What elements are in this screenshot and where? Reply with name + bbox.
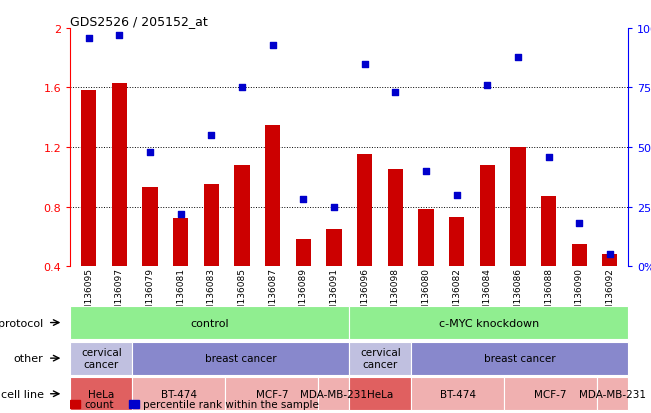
Point [114, 33, 124, 39]
Point [145, 149, 155, 156]
Bar [81, 91, 96, 266]
Text: control: control [191, 318, 229, 328]
FancyBboxPatch shape [132, 342, 349, 375]
Bar [480, 166, 495, 266]
FancyBboxPatch shape [70, 306, 349, 339]
Point [482, 83, 492, 89]
FancyBboxPatch shape [132, 377, 225, 410]
Text: BT-474: BT-474 [161, 389, 197, 399]
Bar [70, 400, 80, 408]
FancyBboxPatch shape [349, 306, 628, 339]
Bar [510, 148, 525, 266]
Bar [357, 155, 372, 266]
FancyBboxPatch shape [505, 377, 597, 410]
Text: protocol: protocol [0, 318, 44, 328]
Point [390, 90, 400, 96]
FancyBboxPatch shape [318, 377, 349, 410]
FancyBboxPatch shape [349, 377, 411, 410]
Text: HeLa: HeLa [88, 389, 115, 399]
Bar [265, 126, 281, 266]
Point [83, 35, 94, 42]
Point [605, 251, 615, 258]
Text: cell line: cell line [1, 389, 44, 399]
Text: cervical
cancer: cervical cancer [360, 347, 400, 369]
Bar [234, 166, 249, 266]
Text: cervical
cancer: cervical cancer [81, 347, 122, 369]
Point [359, 61, 370, 68]
Text: other: other [14, 353, 44, 363]
Bar [387, 170, 403, 266]
FancyBboxPatch shape [411, 342, 628, 375]
FancyBboxPatch shape [597, 377, 628, 410]
Bar [112, 84, 127, 266]
Bar [541, 197, 556, 266]
Point [176, 211, 186, 218]
Text: percentile rank within the sample: percentile rank within the sample [143, 399, 319, 409]
Text: count: count [84, 399, 114, 409]
FancyBboxPatch shape [70, 377, 132, 410]
Bar [129, 400, 139, 408]
Bar [449, 217, 464, 266]
Bar [143, 188, 158, 266]
Bar [602, 254, 618, 266]
Bar [173, 219, 188, 266]
Point [206, 133, 217, 139]
Bar [418, 210, 434, 266]
Text: c-MYC knockdown: c-MYC knockdown [439, 318, 539, 328]
Point [298, 197, 309, 203]
Text: breast cancer: breast cancer [484, 353, 555, 363]
Bar [326, 229, 342, 266]
Bar [204, 185, 219, 266]
Text: breast cancer: breast cancer [205, 353, 277, 363]
Bar [572, 244, 587, 266]
Point [512, 54, 523, 61]
Point [329, 204, 339, 210]
FancyBboxPatch shape [70, 342, 132, 375]
Point [421, 168, 431, 175]
Point [237, 85, 247, 92]
Point [544, 154, 554, 161]
Point [268, 42, 278, 49]
Text: MCF-7: MCF-7 [534, 389, 567, 399]
Text: MDA-MB-231: MDA-MB-231 [579, 389, 646, 399]
FancyBboxPatch shape [225, 377, 318, 410]
Text: BT-474: BT-474 [439, 389, 476, 399]
Point [574, 221, 585, 227]
Text: HeLa: HeLa [367, 389, 393, 399]
Text: MDA-MB-231: MDA-MB-231 [300, 389, 367, 399]
Text: GDS2526 / 205152_at: GDS2526 / 205152_at [70, 15, 208, 28]
FancyBboxPatch shape [349, 342, 411, 375]
Bar [296, 240, 311, 266]
FancyBboxPatch shape [411, 377, 505, 410]
Text: MCF-7: MCF-7 [256, 389, 288, 399]
Point [451, 192, 462, 199]
